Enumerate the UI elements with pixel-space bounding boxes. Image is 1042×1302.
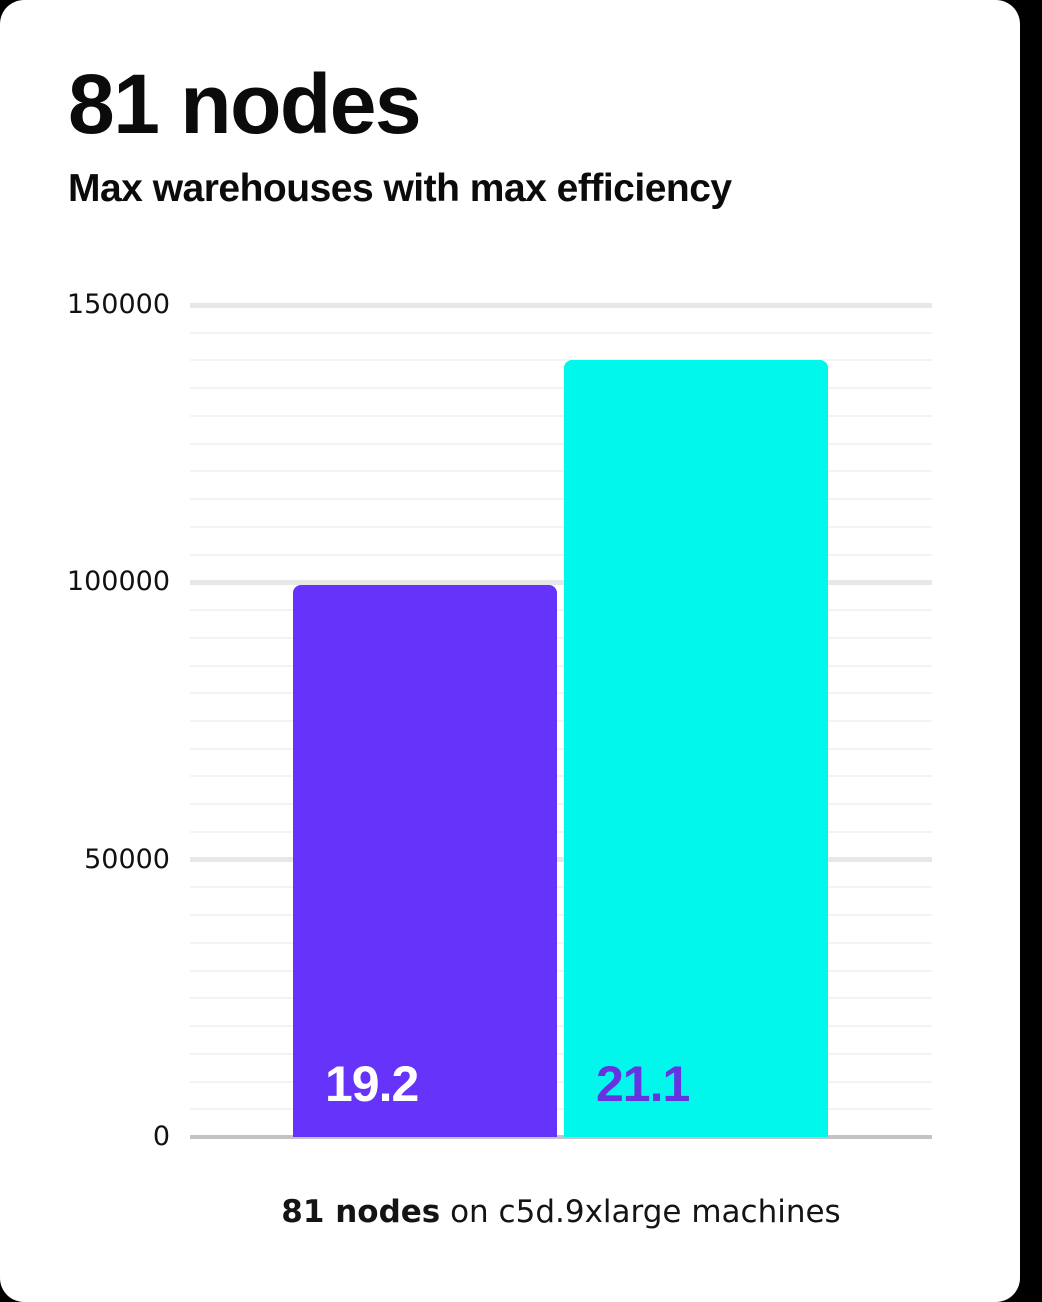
page-title: 81 nodes <box>68 57 422 151</box>
gridline-minor <box>190 969 932 972</box>
bar-value-label: 19.2 <box>325 1056 419 1112</box>
gridline-major <box>190 302 932 308</box>
gridline-minor <box>190 941 932 944</box>
gridline-minor <box>190 387 932 390</box>
gridline-minor <box>190 1080 932 1083</box>
bar-value-label: 21.1 <box>596 1056 690 1112</box>
gridline-minor <box>190 470 932 473</box>
gridline-minor <box>190 720 932 722</box>
gridline-minor <box>190 442 932 445</box>
gridline-minor <box>190 692 932 695</box>
gridline-minor <box>190 830 932 833</box>
y-tick-label: 100000 <box>66 566 170 598</box>
caption-bold-text: 81 nodes <box>281 1194 441 1230</box>
gridline-minor <box>190 803 932 806</box>
gridline-minor <box>190 775 932 778</box>
bar-chart: 0 50000 100000 150000 19.2 21.1 81 nodes on … <box>0 289 932 1230</box>
caption-rest-text: on c5d.9xlarge machines <box>440 1194 841 1230</box>
gridline-minor <box>190 414 932 417</box>
bar: 19.2 <box>293 585 557 1137</box>
gridline-minor <box>190 886 932 889</box>
gridline-minor <box>190 664 932 667</box>
gridline-minor <box>190 609 932 612</box>
gridline-minor <box>190 636 932 639</box>
page-subtitle: Max warehouses with max efficiency <box>68 167 732 210</box>
gridline-minor <box>190 553 932 556</box>
y-tick-label: 150000 <box>66 289 170 320</box>
gridline-minor <box>190 747 932 750</box>
bar: 21.1 <box>564 360 828 1137</box>
gridline-minor <box>190 498 932 501</box>
y-axis: 0 50000 100000 150000 <box>0 289 170 1152</box>
gridline-minor <box>190 1052 932 1055</box>
gridline-minor <box>190 1108 932 1111</box>
chart-caption: 81 nodes on c5d.9xlarge machines <box>190 1194 932 1230</box>
gridline-minor <box>190 359 932 362</box>
x-axis-line <box>190 1135 932 1139</box>
gridline-minor <box>190 331 932 334</box>
gridline-major <box>190 857 932 863</box>
gridline-minor <box>190 1025 932 1028</box>
y-tick-label: 0 <box>152 1121 170 1152</box>
gridline-major <box>190 579 932 585</box>
y-tick-label: 50000 <box>84 843 170 875</box>
gridline-minor <box>190 914 932 917</box>
gridline-minor <box>190 525 932 528</box>
chart-card: 81 nodes Max warehouses with max efficie… <box>0 0 1020 1302</box>
plot-area: 19.2 21.1 <box>190 302 932 1139</box>
gridline-minor <box>190 997 932 1000</box>
